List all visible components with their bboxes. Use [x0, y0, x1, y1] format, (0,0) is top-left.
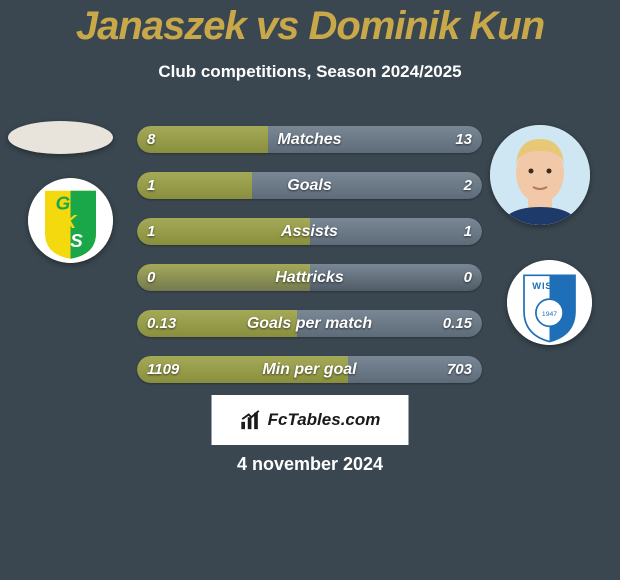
- club-badge-left: G K S: [28, 178, 113, 263]
- subtitle: Club competitions, Season 2024/2025: [0, 62, 620, 82]
- player-right-avatar-svg: [490, 125, 590, 225]
- comparison-bars: 813Matches 12Goals 11Assists 00Hattricks 0.1…: [137, 126, 482, 402]
- stat-row: 1109703Min per goal: [137, 356, 482, 383]
- svg-text:S: S: [70, 230, 83, 251]
- fctables-text: FcTables.com: [268, 410, 381, 430]
- stat-row: 00Hattricks: [137, 264, 482, 291]
- generated-date: 4 november 2024: [0, 454, 620, 475]
- svg-text:G: G: [56, 192, 71, 213]
- page-title: Janaszek vs Dominik Kun: [0, 4, 620, 49]
- club-badge-right: WISLA 1947: [507, 260, 592, 345]
- chart-bars-icon: [240, 409, 262, 431]
- stat-row: 0.130.15Goals per match: [137, 310, 482, 337]
- player-left-avatar: [8, 121, 113, 154]
- title-text: Janaszek vs Dominik Kun: [76, 4, 544, 48]
- club-badge-left-svg: G K S: [28, 178, 113, 263]
- svg-text:WISLA: WISLA: [532, 281, 566, 291]
- svg-text:1947: 1947: [542, 311, 557, 318]
- stat-row: 11Assists: [137, 218, 482, 245]
- player-right-avatar: [490, 125, 590, 225]
- stat-label: Hattricks: [137, 264, 482, 291]
- stat-label: Min per goal: [137, 356, 482, 383]
- stat-label: Goals: [137, 172, 482, 199]
- stat-label: Assists: [137, 218, 482, 245]
- stat-label: Matches: [137, 126, 482, 153]
- club-badge-right-svg: WISLA 1947: [507, 260, 592, 345]
- stat-row: 12Goals: [137, 172, 482, 199]
- fctables-badge: FcTables.com: [212, 395, 409, 445]
- comparison-infographic: Janaszek vs Dominik Kun Club competition…: [0, 0, 620, 580]
- stat-row: 813Matches: [137, 126, 482, 153]
- stat-label: Goals per match: [137, 310, 482, 337]
